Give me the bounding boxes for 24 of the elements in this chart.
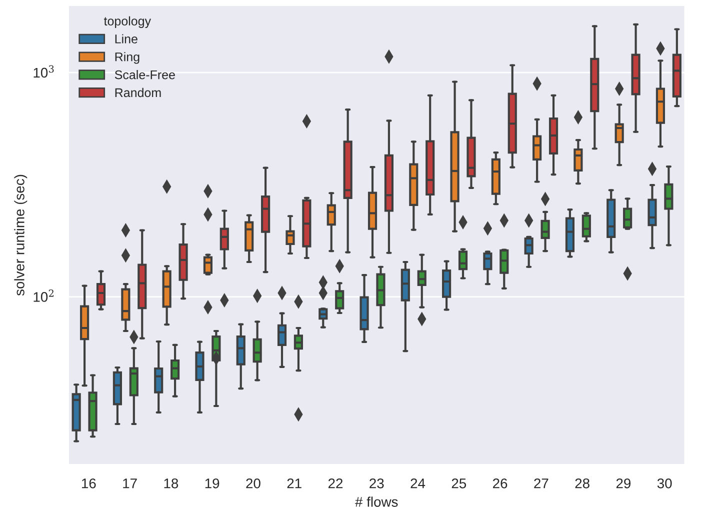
x-tick-label: 29 bbox=[616, 478, 631, 488]
x-tick-label: 22 bbox=[328, 478, 343, 488]
legend-label: Scale-Free bbox=[114, 70, 175, 80]
x-tick-label: 17 bbox=[123, 478, 137, 488]
legend-label: Ring bbox=[115, 52, 140, 64]
x-tick-label: 26 bbox=[493, 478, 508, 488]
legend-title: topology bbox=[104, 16, 152, 28]
x-tick-label: 24 bbox=[410, 478, 426, 488]
x-tick-label: 16 bbox=[82, 478, 96, 488]
x-tick-label: 25 bbox=[452, 478, 466, 488]
x-tick-label: 30 bbox=[657, 478, 672, 488]
x-tick-label: 23 bbox=[370, 478, 384, 488]
x-tick-label: 18 bbox=[164, 478, 178, 488]
x-tick-label: 21 bbox=[287, 478, 302, 488]
x-tick-label: 28 bbox=[575, 478, 590, 488]
y-axis-title: solver runtime (sec) bbox=[14, 174, 28, 296]
legend-label: Line bbox=[115, 34, 138, 44]
x-tick-label: 27 bbox=[534, 478, 548, 488]
x-tick-label: 19 bbox=[205, 478, 220, 488]
x-axis-title: # flows bbox=[355, 496, 398, 507]
y-tick-label: 10$^{2}$ bbox=[34, 289, 54, 302]
x-tick-label: 20 bbox=[246, 478, 260, 488]
legend-label: Random bbox=[115, 88, 161, 98]
y-tick-label: 10$^{3}$ bbox=[34, 65, 54, 78]
